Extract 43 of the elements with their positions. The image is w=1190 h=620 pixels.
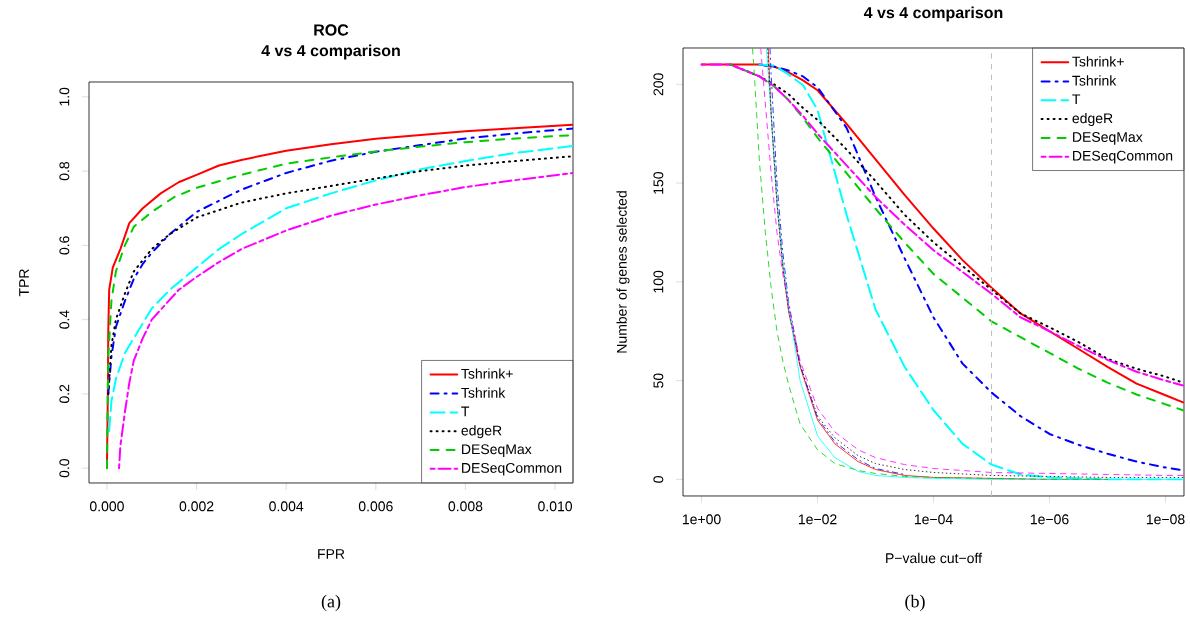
- x-tick-label: 0.010: [538, 501, 573, 512]
- legend-label: Tshrink+: [461, 368, 513, 379]
- text: (a): [321, 594, 341, 612]
- x-tick-label: 1e+00: [682, 514, 721, 525]
- x-tick-label: 0.000: [89, 501, 124, 512]
- legend-label: T: [461, 406, 470, 417]
- x-tick-label: 1e−04: [914, 514, 953, 525]
- x-tick-label: 0.002: [179, 501, 214, 512]
- x-axis-title: P−value cut−off: [886, 552, 983, 564]
- legend-label: Tshrink: [1072, 75, 1117, 86]
- y-tick-label: 0.0: [59, 458, 70, 478]
- y-tick-label: 0.8: [59, 161, 70, 181]
- x-tick-label: 0.004: [269, 501, 304, 512]
- y-tick-label: 0.2: [59, 384, 70, 404]
- y-tick-label: 100: [653, 270, 664, 293]
- x-tick-label: 1e−08: [1146, 514, 1185, 525]
- chart-title: 4 vs 4 comparison: [863, 6, 1003, 22]
- chart-subtitle: 4 vs 4 comparison: [261, 44, 400, 60]
- x-tick-label: 1e−02: [798, 514, 837, 525]
- chart-title: ROC: [314, 24, 349, 36]
- legend-label: DESeqMax: [462, 444, 532, 457]
- y-tick-label: 0: [653, 476, 664, 483]
- legend-label: edgeR: [1072, 112, 1113, 127]
- y-tick-label: 150: [653, 171, 664, 194]
- legend-label: Tshrink+: [1072, 56, 1124, 67]
- x-tick-label: 1e−06: [1030, 514, 1069, 525]
- legend-label: DESeqMax: [1073, 132, 1143, 145]
- y-tick-label: 0.4: [59, 310, 70, 329]
- legend-label: DESeqCommon: [462, 462, 562, 476]
- y-axis-title: TPR: [19, 269, 29, 297]
- text: (b): [905, 594, 925, 612]
- legend-label: DESeqCommon: [1073, 150, 1173, 164]
- x-tick-label: 0.006: [358, 501, 393, 512]
- x-tick-label: 0.008: [448, 501, 483, 512]
- y-tick-label: 1.0: [59, 87, 70, 106]
- legend-label: T: [1072, 94, 1081, 105]
- y-tick-label: 200: [653, 73, 664, 96]
- x-axis-title: FPR: [318, 549, 345, 559]
- y-tick-label: 0.6: [59, 236, 70, 255]
- legend-label: edgeR: [461, 425, 502, 439]
- y-tick-label: 50: [653, 373, 664, 388]
- legend-label: Tshrink: [461, 387, 506, 398]
- y-axis-title: Number of genes selected: [616, 191, 630, 353]
